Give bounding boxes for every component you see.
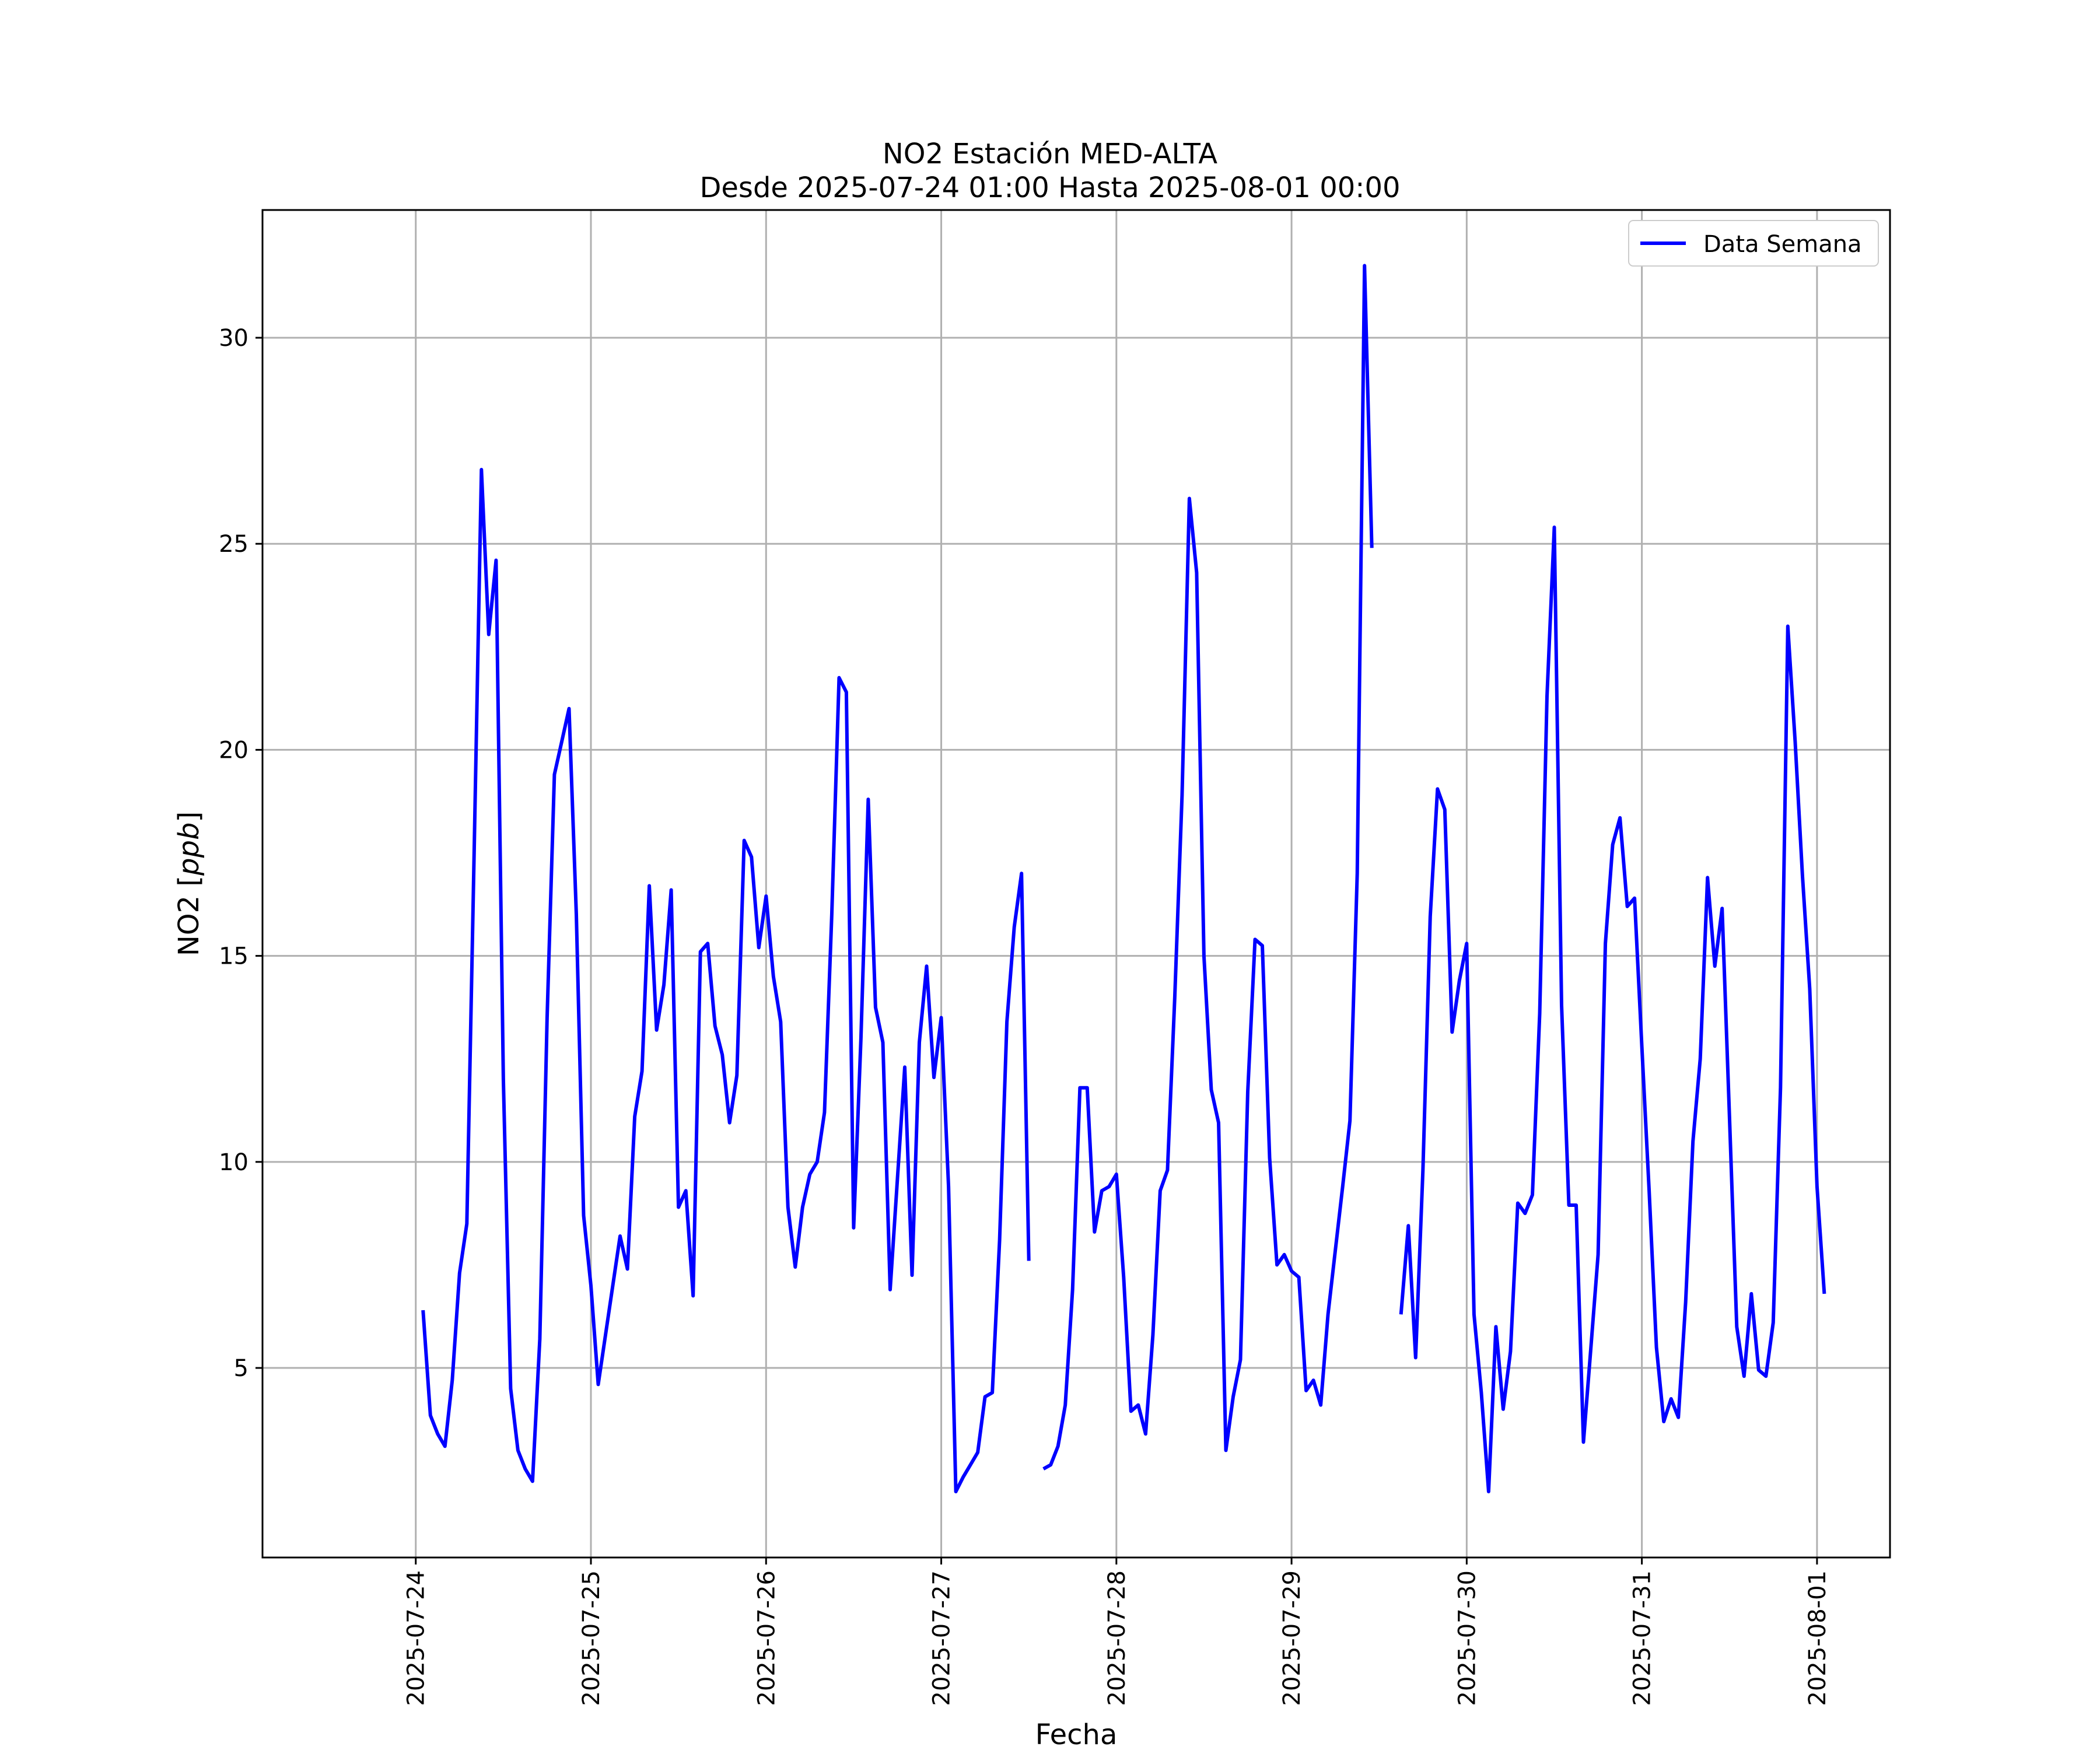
x-tick-label: 2025-07-26 — [753, 1570, 780, 1706]
x-tick-label: 2025-07-31 — [1629, 1570, 1656, 1706]
legend-label: Data Semana — [1703, 231, 1862, 258]
x-tick-label: 2025-07-30 — [1454, 1570, 1480, 1706]
y-tick-label: 5 — [234, 1355, 249, 1382]
y-axis-ticks: 5 10 15 20 25 30 — [219, 325, 262, 1382]
x-tick-label: 2025-07-27 — [929, 1570, 956, 1706]
legend: Data Semana — [1628, 220, 1879, 267]
chart-subtitle: Desde 2025-07-24 01:00 Hasta 2025-08-01 … — [699, 172, 1400, 204]
y-tick-label: 25 — [219, 531, 249, 558]
y-tick-label: 30 — [219, 325, 249, 352]
x-tick-label: 2025-08-01 — [1804, 1570, 1831, 1706]
plot-frame — [261, 209, 1891, 1559]
x-axis-ticks: 2025-07-24 2025-07-25 2025-07-26 2025-07-27… — [403, 1558, 1831, 1706]
x-tick-label: 2025-07-29 — [1279, 1570, 1306, 1706]
y-axis-label-prefix: NO2 [ — [173, 876, 205, 956]
plot-area — [421, 264, 1826, 1493]
legend-box — [1628, 220, 1879, 267]
y-axis-label-unit: ppb — [173, 822, 205, 876]
x-axis-label: Fecha — [1035, 1718, 1118, 1750]
x-tick-label: 2025-07-24 — [403, 1570, 430, 1706]
y-axis-label-suffix: ] — [173, 811, 205, 822]
series-line-data-semana — [421, 264, 1826, 1493]
y-tick-label: 10 — [219, 1149, 249, 1176]
y-tick-label: 20 — [219, 737, 249, 764]
x-tick-label: 2025-07-25 — [578, 1570, 605, 1706]
x-tick-label: 2025-07-28 — [1104, 1570, 1130, 1706]
chart-title: NO2 Estación MED-ALTA — [883, 138, 1217, 170]
y-tick-label: 15 — [219, 943, 249, 970]
y-axis-label: NO2 [ppb] — [173, 811, 205, 956]
